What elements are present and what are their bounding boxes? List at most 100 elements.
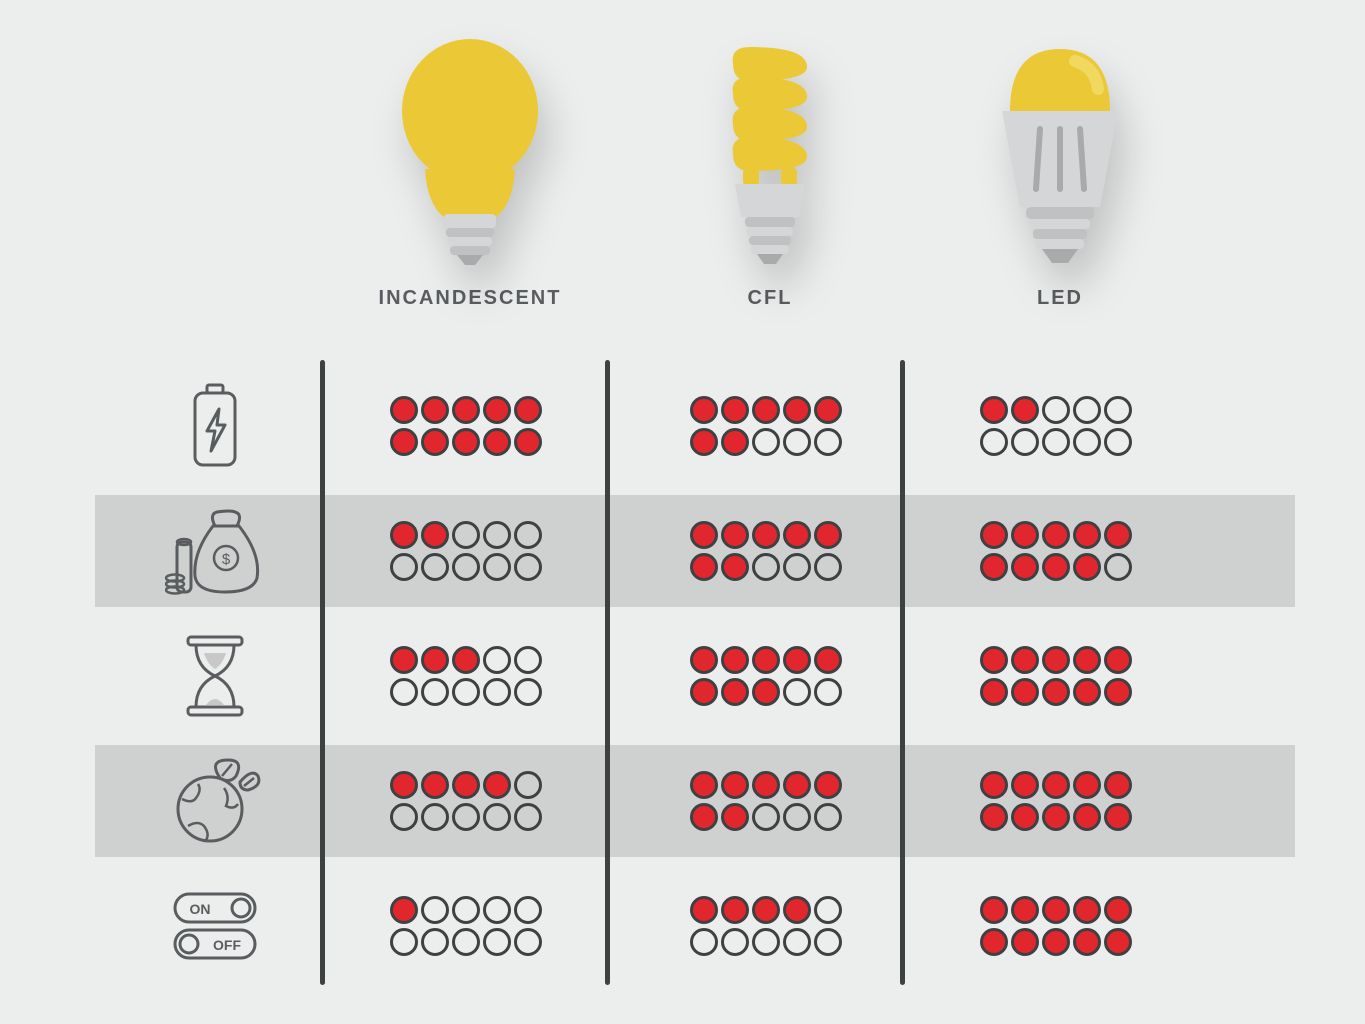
dot-filled — [514, 428, 542, 456]
svg-text:OFF: OFF — [213, 937, 241, 953]
dot-filled — [980, 771, 1008, 799]
dot-empty — [483, 553, 511, 581]
dot-empty — [783, 803, 811, 831]
battery-bolt-icon — [150, 370, 280, 482]
cfl-bulb-icon — [695, 39, 845, 269]
money-bag-icon: $ — [150, 495, 280, 607]
dot-filled — [752, 678, 780, 706]
dot-filled — [421, 771, 449, 799]
dot-filled — [421, 646, 449, 674]
dot-empty — [1073, 428, 1101, 456]
dot-filled — [1042, 646, 1070, 674]
dot-filled — [721, 428, 749, 456]
dot-empty — [814, 896, 842, 924]
dot-filled — [452, 771, 480, 799]
dot-filled — [1104, 521, 1132, 549]
dot-filled — [390, 521, 418, 549]
dot-filled — [690, 803, 718, 831]
dot-empty — [483, 896, 511, 924]
dot-filled — [483, 396, 511, 424]
dot-filled — [783, 396, 811, 424]
dot-filled — [421, 521, 449, 549]
dot-empty — [514, 646, 542, 674]
score-cell — [360, 370, 580, 482]
dot-filled — [1104, 678, 1132, 706]
dot-empty — [514, 771, 542, 799]
dot-empty — [421, 896, 449, 924]
dot-filled — [1104, 803, 1132, 831]
dot-filled — [1042, 803, 1070, 831]
dot-filled — [483, 771, 511, 799]
dot-filled — [1042, 678, 1070, 706]
dot-filled — [1073, 928, 1101, 956]
dot-filled — [783, 771, 811, 799]
dot-filled — [1042, 553, 1070, 581]
dot-empty — [483, 521, 511, 549]
dot-empty — [452, 928, 480, 956]
score-cell — [360, 745, 580, 857]
dot-filled — [1011, 521, 1039, 549]
dot-filled — [1073, 896, 1101, 924]
dot-filled — [721, 896, 749, 924]
dot-filled — [752, 896, 780, 924]
dot-empty — [783, 428, 811, 456]
dot-filled — [721, 678, 749, 706]
dot-filled — [690, 553, 718, 581]
dot-empty — [390, 678, 418, 706]
dot-empty — [752, 803, 780, 831]
dot-filled — [721, 771, 749, 799]
dot-filled — [721, 553, 749, 581]
dot-filled — [1042, 896, 1070, 924]
dot-empty — [814, 678, 842, 706]
dot-filled — [1073, 678, 1101, 706]
dot-filled — [752, 521, 780, 549]
dot-empty — [452, 803, 480, 831]
dot-empty — [1104, 553, 1132, 581]
dot-filled — [783, 896, 811, 924]
score-cell — [950, 745, 1170, 857]
dot-filled — [390, 771, 418, 799]
dot-empty — [514, 896, 542, 924]
score-cell — [360, 495, 580, 607]
dot-filled — [690, 896, 718, 924]
dot-filled — [421, 428, 449, 456]
dot-filled — [452, 646, 480, 674]
dot-filled — [1011, 678, 1039, 706]
column-divider — [320, 360, 325, 985]
dot-filled — [390, 896, 418, 924]
dot-filled — [390, 646, 418, 674]
dot-filled — [980, 646, 1008, 674]
dot-filled — [1104, 928, 1132, 956]
dot-empty — [814, 553, 842, 581]
dot-empty — [690, 928, 718, 956]
dot-filled — [1104, 896, 1132, 924]
dot-filled — [814, 771, 842, 799]
dot-empty — [783, 553, 811, 581]
bulb-cfl: CFL — [660, 30, 880, 310]
dot-empty — [514, 928, 542, 956]
dot-filled — [752, 771, 780, 799]
dot-empty — [1104, 428, 1132, 456]
score-cell — [660, 620, 880, 732]
dot-empty — [514, 521, 542, 549]
dot-filled — [1011, 771, 1039, 799]
svg-text:$: $ — [222, 551, 231, 568]
on-off-toggle-icon: ON OFF — [150, 870, 280, 982]
dot-empty — [421, 553, 449, 581]
bulb-led: LED — [950, 30, 1170, 310]
score-cell — [360, 620, 580, 732]
dot-empty — [483, 646, 511, 674]
dot-empty — [483, 803, 511, 831]
dot-filled — [390, 396, 418, 424]
dot-empty — [814, 803, 842, 831]
dot-empty — [390, 803, 418, 831]
column-divider — [605, 360, 610, 985]
bulb-incandescent: INCANDESCENT — [360, 30, 580, 310]
score-cell — [950, 370, 1170, 482]
bulb-label-led: LED — [1037, 287, 1083, 310]
dot-filled — [514, 396, 542, 424]
dot-filled — [814, 646, 842, 674]
svg-text:ON: ON — [190, 901, 211, 917]
dot-empty — [783, 678, 811, 706]
dot-filled — [1011, 803, 1039, 831]
